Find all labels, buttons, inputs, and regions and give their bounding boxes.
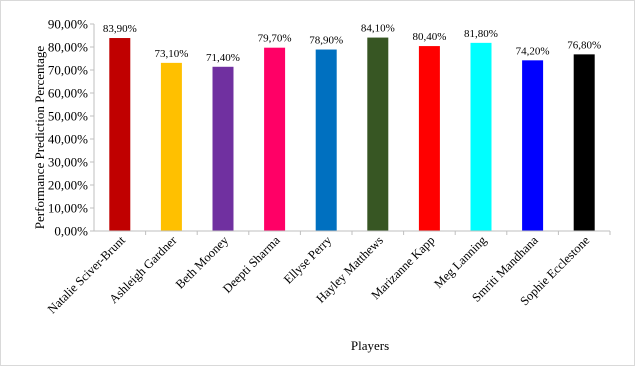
y-axis-title: Performance Prediction Percentage bbox=[32, 46, 47, 230]
bar bbox=[264, 47, 286, 231]
bars: 83,90% 73,10% 71,40% 79,70% 78,90% 84,10% 80,4… bbox=[103, 23, 601, 232]
y-tick-label: 0,00% bbox=[54, 224, 88, 239]
y-tick-label: 50,00% bbox=[48, 109, 88, 124]
bar bbox=[522, 60, 544, 232]
bar bbox=[315, 49, 337, 231]
data-label: 81,80% bbox=[464, 28, 498, 40]
y-tick-label: 30,00% bbox=[48, 155, 88, 170]
y-tick-label: 60,00% bbox=[48, 86, 88, 101]
bar bbox=[470, 42, 492, 231]
data-label: 71,40% bbox=[206, 52, 240, 64]
x-tick-label: Ellyse Perry bbox=[281, 233, 335, 287]
bar bbox=[160, 62, 182, 232]
bar bbox=[109, 38, 131, 231]
y-tick-label: 80,00% bbox=[48, 40, 88, 55]
bar bbox=[367, 37, 389, 231]
bar bbox=[418, 46, 440, 231]
x-axis-title: Players bbox=[351, 338, 389, 353]
bar bbox=[212, 66, 234, 231]
data-label: 84,10% bbox=[361, 23, 395, 35]
data-label: 76,80% bbox=[567, 39, 601, 51]
bar bbox=[573, 54, 595, 231]
y-axis: 0,00% 10,00% 20,00% 30,00% 40,00% 50,00% 60,00… bbox=[48, 17, 95, 239]
data-label: 83,90% bbox=[103, 23, 137, 35]
data-label: 78,90% bbox=[309, 35, 343, 47]
data-label: 74,20% bbox=[516, 45, 550, 57]
y-tick-label: 40,00% bbox=[48, 132, 88, 147]
data-label: 80,40% bbox=[412, 31, 446, 43]
data-label: 73,10% bbox=[154, 48, 188, 60]
y-tick-label: 10,00% bbox=[48, 201, 88, 216]
y-tick-label: 20,00% bbox=[48, 178, 88, 193]
data-label: 79,70% bbox=[258, 33, 292, 45]
y-tick-label: 70,00% bbox=[48, 63, 88, 78]
y-tick-label: 90,00% bbox=[48, 17, 88, 32]
